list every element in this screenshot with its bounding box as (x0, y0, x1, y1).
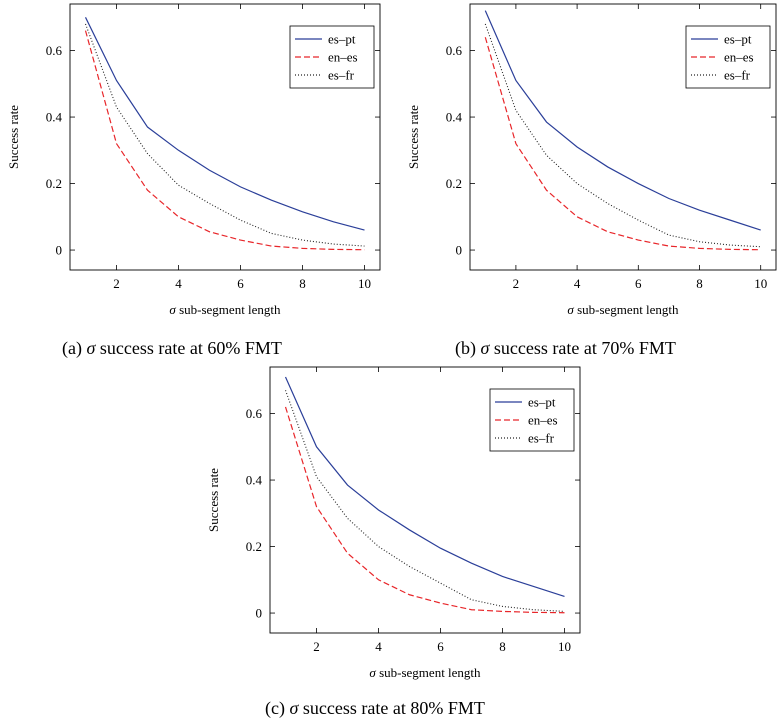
plot-frame (69, 3, 381, 271)
series-line-2 (484, 37, 761, 251)
x-tick-label: 6 (237, 276, 244, 291)
x-tick-label: 2 (313, 639, 320, 654)
caption-c: (c) σ success rate at 80% FMT (265, 698, 485, 719)
series-line-2 (284, 406, 565, 614)
x-tick-label: 10 (358, 276, 371, 291)
plot-frame (269, 366, 581, 634)
series-line-3 (484, 23, 761, 248)
y-tick-label: 0.4 (46, 110, 63, 125)
x-tick-label: 4 (375, 639, 382, 654)
caption-b-text: success rate at 70% FMT (489, 338, 676, 358)
x-tick-label: 6 (635, 276, 642, 291)
chart-panel-a: 2 4 6 8 10 0 0.2 0.4 0.6 σ sub-segment length Succ… (0, 0, 385, 320)
legend-label-3: es–fr (528, 431, 555, 446)
caption-a-prefix: (a) (62, 338, 87, 358)
x-tick-label: 10 (558, 639, 571, 654)
caption-a-text: success rate at 60% FMT (95, 338, 282, 358)
x-axis-label-symbol: σ (369, 665, 376, 680)
y-tick-label: 0 (256, 606, 263, 621)
y-tick-label: 0.4 (446, 110, 463, 125)
x-axis-label-text: sub-segment length (176, 302, 281, 317)
x-axis-label-symbol: σ (567, 302, 574, 317)
x-tick-label: 8 (696, 276, 703, 291)
x-axis-label-text: sub-segment length (376, 665, 481, 680)
y-axis-label: Success rate (206, 468, 221, 532)
series-line-2 (84, 30, 365, 251)
series-line-3 (284, 390, 565, 612)
legend-label-2: en–es (528, 413, 558, 428)
x-tick-label: 2 (513, 276, 520, 291)
legend-label-1: es–pt (724, 32, 752, 47)
x-axis-label-symbol: σ (169, 302, 176, 317)
caption-c-prefix: (c) (265, 698, 290, 718)
y-tick-label: 0 (56, 243, 63, 258)
caption-b-symbol: σ (480, 338, 490, 358)
y-tick-label: 0.2 (46, 176, 62, 191)
y-axis-label: Success rate (406, 105, 421, 169)
series-line-1 (484, 10, 761, 231)
y-tick-label: 0 (456, 243, 463, 258)
x-tick-label: 2 (113, 276, 120, 291)
x-axis-label-text: sub-segment length (574, 302, 679, 317)
legend-label-3: es–fr (328, 68, 355, 83)
legend-label-1: es–pt (528, 395, 556, 410)
plot-frame (469, 3, 777, 271)
x-tick-label: 6 (437, 639, 444, 654)
chart-b: 2 4 6 8 10 0 0.2 0.4 0.6 σ sub-segment length Succ… (406, 3, 777, 317)
caption-b: (b) σ success rate at 70% FMT (455, 338, 676, 359)
x-tick-label: 10 (754, 276, 767, 291)
chart-a: 2 4 6 8 10 0 0.2 0.4 0.6 σ sub-segment length Succ… (6, 3, 381, 317)
y-tick-label: 0.2 (246, 539, 262, 554)
x-tick-label: 4 (175, 276, 182, 291)
chart-panel-c: 2 4 6 8 10 0 0.2 0.4 0.6 σ sub-segment length Succ… (200, 363, 585, 683)
x-axis-label: σ sub-segment length (169, 302, 281, 317)
caption-a-symbol: σ (86, 338, 96, 358)
x-tick-label: 8 (299, 276, 306, 291)
series-line-1 (84, 17, 365, 231)
y-tick-label: 0.4 (246, 473, 263, 488)
y-tick-label: 0.6 (246, 406, 263, 421)
y-tick-label: 0.6 (46, 43, 63, 58)
legend-label-2: en–es (328, 50, 358, 65)
y-tick-label: 0.6 (446, 43, 463, 58)
x-axis-label: σ sub-segment length (567, 302, 679, 317)
chart-c: 2 4 6 8 10 0 0.2 0.4 0.6 σ sub-segment length Succ… (206, 366, 581, 680)
caption-b-prefix: (b) (455, 338, 481, 358)
chart-panel-b: 2 4 6 8 10 0 0.2 0.4 0.6 σ sub-segment length Succ… (400, 0, 778, 320)
x-tick-label: 8 (499, 639, 506, 654)
y-axis-label: Success rate (6, 105, 21, 169)
y-tick-label: 0.2 (446, 176, 462, 191)
x-tick-label: 4 (574, 276, 581, 291)
legend-label-3: es–fr (724, 68, 751, 83)
caption-c-symbol: σ (289, 698, 299, 718)
x-axis-label: σ sub-segment length (369, 665, 481, 680)
legend-label-2: en–es (724, 50, 754, 65)
caption-c-text: success rate at 80% FMT (298, 698, 485, 718)
caption-a: (a) σ success rate at 60% FMT (62, 338, 282, 359)
series-line-1 (284, 376, 565, 598)
legend-label-1: es–pt (328, 32, 356, 47)
